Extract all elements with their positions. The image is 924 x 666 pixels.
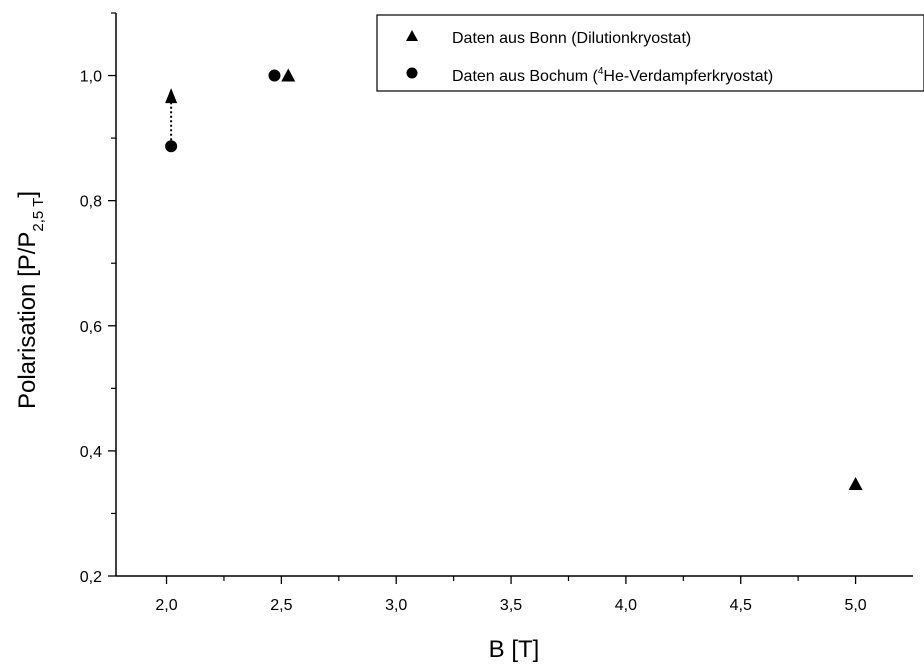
- legend-label-bochum-sup: 4: [598, 66, 604, 77]
- x-tick-label: 2,0: [155, 597, 177, 614]
- dotted-arrow-head: [165, 88, 178, 104]
- y-tick-label: 0,6: [80, 319, 102, 336]
- axes: 2,0 2,5 3,0 3,5 4,0 4,5 5,0 0,2 0,4 0,6 0,8 1,0: [80, 12, 913, 614]
- x-tick-label: 5,0: [844, 597, 866, 614]
- y-axis-title-end: ]: [14, 191, 41, 198]
- legend-triangle-marker: [406, 30, 418, 41]
- data-point-triangle: [848, 477, 863, 491]
- x-tick-label: 4,5: [730, 597, 752, 614]
- y-axis-title-subscript: 2,5 T: [30, 198, 47, 232]
- y-tick-label: 1,0: [80, 69, 102, 86]
- legend-label-bonn: Daten aus Bonn (Dilutionkryostat): [452, 30, 691, 47]
- x-tick-label: 4,0: [615, 597, 637, 614]
- legend-label-bochum-pre: Daten aus Bochum (: [452, 68, 599, 85]
- legend-label-bochum-post: He-Verdampferkryostat): [603, 68, 773, 85]
- legend-label-bochum: Daten aus Bochum (4He-Verdampferkryostat…: [452, 66, 773, 85]
- legend: Daten aus Bonn (Dilutionkryostat) Daten …: [376, 14, 924, 92]
- y-axis-title: Polarisation [P/P2,5 T]: [14, 191, 47, 409]
- data-point-circle: [165, 140, 178, 153]
- data-point-circle: [268, 69, 281, 82]
- y-axis-title-main: Polarisation [P/P: [14, 232, 41, 409]
- x-tick-label: 3,5: [500, 597, 522, 614]
- data-marks: [165, 68, 863, 491]
- legend-box: [376, 14, 924, 92]
- y-tick-label: 0,2: [80, 569, 102, 586]
- x-axis-title: B [T]: [489, 636, 540, 663]
- y-tick-label: 0,4: [80, 444, 102, 461]
- data-point-triangle: [281, 68, 296, 82]
- y-tick-label: 0,8: [80, 194, 102, 211]
- x-tick-label: 3,0: [385, 597, 407, 614]
- legend-circle-marker: [406, 67, 418, 79]
- x-tick-label: 2,5: [270, 597, 292, 614]
